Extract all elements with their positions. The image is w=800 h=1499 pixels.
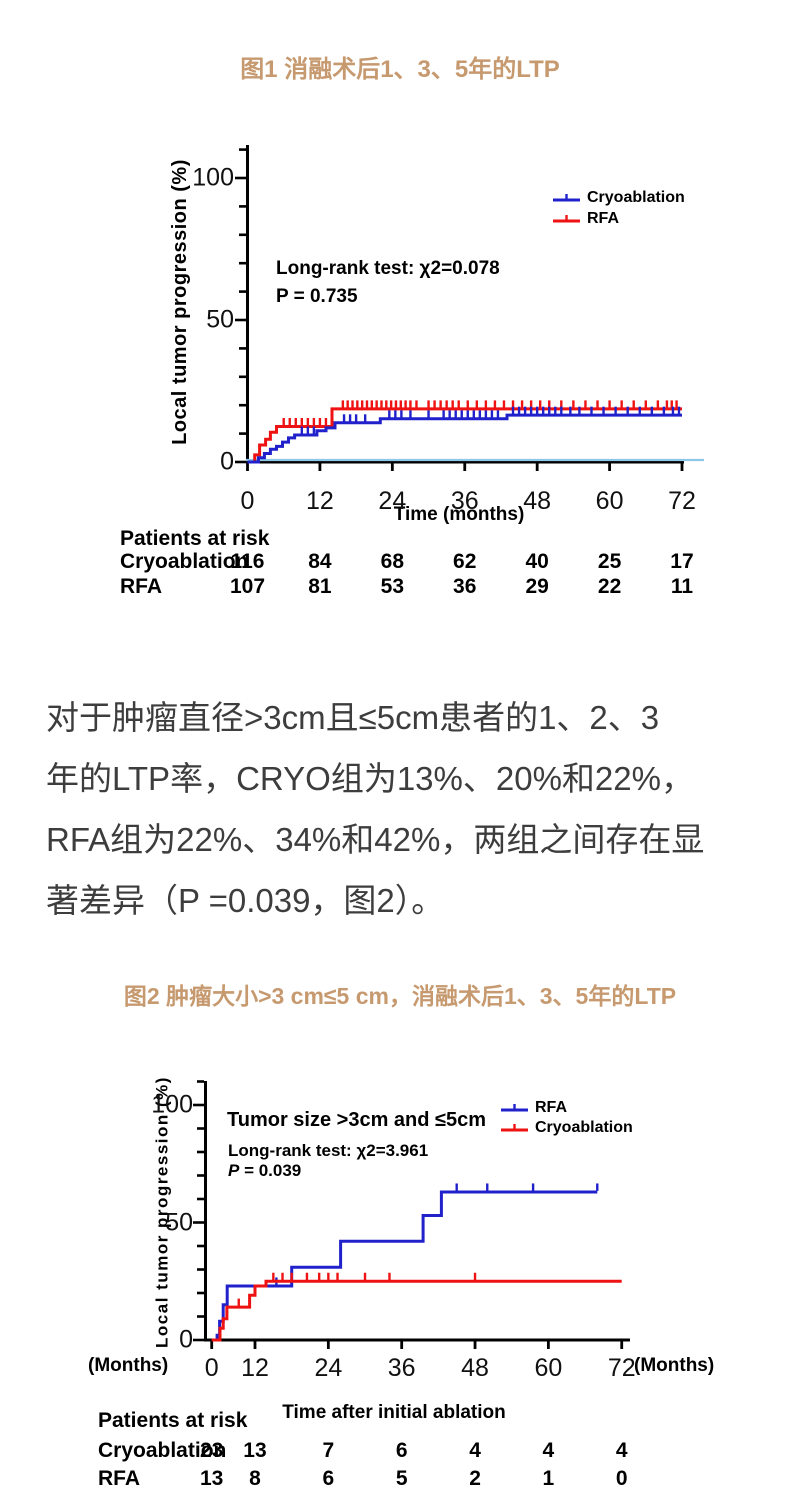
risk-value: 68 xyxy=(380,550,405,573)
figure1-title: 图1 消融术后1、3、5年的LTP xyxy=(240,56,560,83)
risk-value: 62 xyxy=(453,550,477,573)
paragraph-line-2: 年的LTP率，CRYO组为13%、20%和22%， xyxy=(46,760,694,797)
paragraph-line-4: 著差异（P =0.039，图2）。 xyxy=(46,882,445,919)
chart1-risk-header: Patients at risk xyxy=(120,527,270,550)
risk-value: 8 xyxy=(249,1467,261,1490)
chart1-x-axis-label: Time (months) xyxy=(393,504,525,525)
series-curve-cryoablation xyxy=(211,1279,622,1342)
legend-label: Cryoablation xyxy=(535,1119,633,1136)
x-tick-label: 60 xyxy=(595,487,624,515)
legend-line-icon xyxy=(553,194,580,202)
risk-value: 13 xyxy=(200,1467,224,1490)
legend-item-cryoablation: Cryoablation xyxy=(500,1120,633,1136)
chart2-risk-row-label-rfa: RFA xyxy=(98,1467,140,1490)
chart1-risk-row-label-rfa: RFA xyxy=(120,575,162,598)
y-tick-label: 100 xyxy=(151,1090,193,1119)
risk-value: 116 xyxy=(230,550,265,573)
risk-value: 40 xyxy=(525,550,549,573)
risk-value: 6 xyxy=(322,1467,335,1490)
y-tick-label: 100 xyxy=(192,163,234,192)
legend-item-rfa: RFA xyxy=(500,1100,567,1116)
chart1-annotation-pvalue: P = 0.735 xyxy=(276,286,358,307)
risk-value: 107 xyxy=(229,575,266,598)
series-curve-rfa xyxy=(211,1190,598,1342)
series-curve-rfa xyxy=(247,407,682,464)
chart1-risk-row-label-cryoablation: Cryoablation xyxy=(120,550,249,573)
x-tick-label: 36 xyxy=(387,1354,416,1382)
legend-item-rfa: RFA xyxy=(552,211,619,227)
chart2-x-axis-label: Time after initial ablation xyxy=(282,1402,506,1423)
risk-value: 6 xyxy=(395,1439,408,1462)
chart1-annotation-logrank: Long-rank test: χ2=0.078 xyxy=(276,258,500,279)
legend-line-icon xyxy=(501,1104,528,1112)
chart2-months-label-right: (Months) xyxy=(634,1355,715,1376)
risk-value: 4 xyxy=(615,1439,628,1462)
risk-value: 23 xyxy=(200,1439,224,1462)
risk-value: 1 xyxy=(542,1467,555,1490)
chart1-y-axis-label: Local tumor progression (%) xyxy=(169,159,191,445)
risk-value: 36 xyxy=(453,575,477,598)
x-tick-label: 24 xyxy=(378,487,407,515)
y-tick-label: 0 xyxy=(179,1325,193,1354)
risk-value: 84 xyxy=(308,550,332,573)
x-tick-label: 0 xyxy=(204,1354,219,1382)
chart2-risk-row-label-cryoablation: Cryoablation xyxy=(98,1439,227,1462)
risk-value: 81 xyxy=(308,575,332,598)
x-tick-label: 36 xyxy=(450,487,479,515)
paragraph-line-3: RFA组为22%、34%和42%，两组之间存在显 xyxy=(46,821,705,858)
legend-line-icon xyxy=(501,1124,528,1132)
x-tick-label: 72 xyxy=(607,1354,636,1382)
legend-label: RFA xyxy=(587,210,619,227)
risk-value: 29 xyxy=(525,575,549,598)
x-tick-label: 24 xyxy=(314,1354,343,1382)
y-tick-label: 50 xyxy=(206,305,234,334)
risk-value: 5 xyxy=(395,1467,408,1490)
risk-value: 11 xyxy=(670,575,694,598)
risk-value: 17 xyxy=(670,550,694,573)
x-tick-label: 72 xyxy=(668,487,696,515)
chart2-annotation-pvalue: P = 0.039 xyxy=(228,1161,302,1180)
legend-item-cryoablation: Cryoablation xyxy=(552,190,685,206)
series-curve-cryoablation xyxy=(247,413,682,464)
risk-value: 0 xyxy=(615,1467,628,1490)
chart2-inside-title: Tumor size >3cm and ≤5cm xyxy=(227,1109,487,1131)
chart2-risk-header: Patients at risk xyxy=(98,1409,248,1432)
chart2-annotation-logrank: Long-rank test: χ2=3.961 xyxy=(228,1141,429,1160)
risk-value: 22 xyxy=(597,575,622,598)
x-tick-label: 60 xyxy=(534,1354,563,1382)
x-tick-label: 48 xyxy=(523,487,552,515)
risk-value: 4 xyxy=(469,1439,481,1462)
paragraph-line-1: 对于肿瘤直径>3cm且≤5cm患者的1、2、3 xyxy=(46,699,660,736)
risk-value: 7 xyxy=(322,1439,335,1462)
x-tick-label: 48 xyxy=(461,1354,489,1382)
x-tick-label: 0 xyxy=(240,487,255,515)
chart2-months-label-left: (Months) xyxy=(88,1355,169,1376)
risk-value: 2 xyxy=(469,1467,481,1490)
figure2-title: 图2 肿瘤大小>3 cm≤5 cm，消融术后1、3、5年的LTP xyxy=(123,983,677,1009)
legend-label: Cryoablation xyxy=(587,189,685,206)
legend-label: RFA xyxy=(535,1099,567,1116)
y-tick-label: 50 xyxy=(165,1208,193,1236)
legend-line-icon xyxy=(553,215,580,223)
x-tick-label: 12 xyxy=(306,487,334,515)
risk-value: 4 xyxy=(542,1439,555,1462)
risk-value: 13 xyxy=(243,1439,267,1462)
y-tick-label: 0 xyxy=(220,447,234,476)
risk-value: 25 xyxy=(597,550,622,573)
x-tick-label: 12 xyxy=(241,1354,269,1382)
risk-value: 53 xyxy=(380,575,405,598)
